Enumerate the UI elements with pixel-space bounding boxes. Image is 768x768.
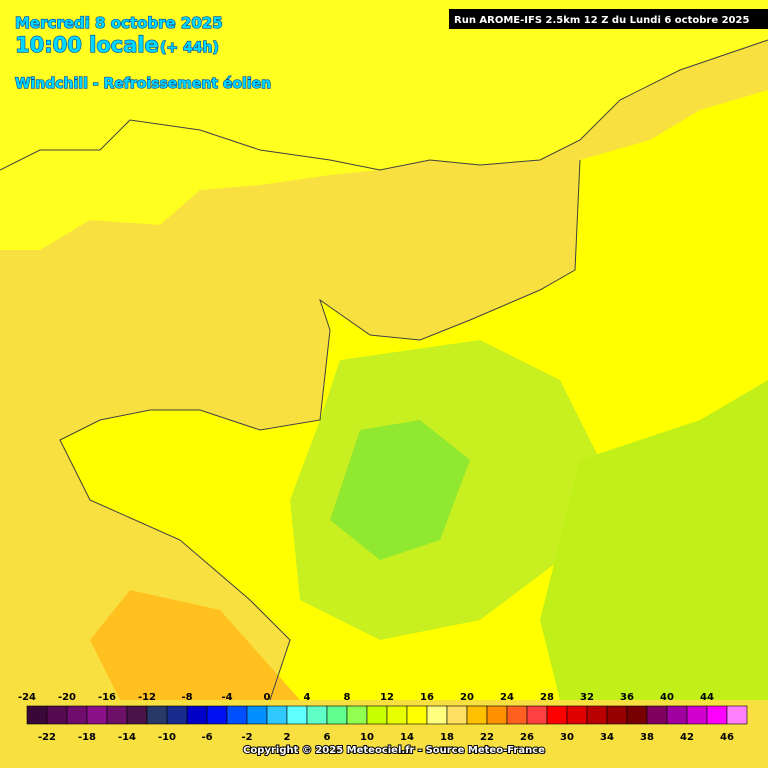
legend-swatch [206, 705, 228, 725]
warm-sea [90, 590, 300, 700]
legend-label: 0 [264, 692, 271, 703]
legend-label: 12 [380, 692, 394, 703]
legend-swatch [126, 705, 148, 725]
legend-label: 16 [420, 692, 434, 703]
legend-swatch [186, 705, 208, 725]
legend-swatch [326, 705, 348, 725]
legend-swatch [546, 705, 568, 725]
legend-swatch [246, 705, 268, 725]
legend-swatch [586, 705, 608, 725]
legend-swatch [506, 705, 528, 725]
date: Mercredi 8 octobre 2025 [15, 14, 223, 32]
legend-swatch [346, 705, 368, 725]
legend-swatch [26, 705, 48, 725]
legend-label: 34 [600, 732, 614, 743]
east-zone [540, 380, 768, 700]
legend-label: -22 [38, 732, 56, 743]
variable: Windchill - Refroissement éolien [15, 76, 271, 92]
england [0, 0, 768, 250]
copyright: Copyright © 2025 Meteociel.fr - Source M… [243, 745, 545, 756]
legend-swatch [626, 705, 648, 725]
legend-label: -18 [78, 732, 96, 743]
legend-swatch [66, 705, 88, 725]
legend-swatch [486, 705, 508, 725]
coastline [59, 159, 581, 701]
legend-swatch [386, 705, 408, 725]
legend-label: 6 [324, 732, 331, 743]
legend-label: -6 [201, 732, 212, 743]
legend-label: -14 [118, 732, 136, 743]
legend-label: -24 [18, 692, 36, 703]
run-box [449, 9, 768, 29]
legend-label: 30 [560, 732, 574, 743]
legend-swatch [686, 705, 708, 725]
legend-label: 40 [660, 692, 674, 703]
legend-swatch [306, 705, 328, 725]
legend-swatch [526, 705, 548, 725]
legend: -24-22-20-18-16-14-12-10-8-6-4-202468101… [18, 692, 748, 743]
legend-swatch [146, 705, 168, 725]
legend-label: -16 [98, 692, 116, 703]
legend-swatch [706, 705, 728, 725]
legend-label: 18 [440, 732, 454, 743]
legend-label: 44 [700, 692, 714, 703]
legend-label: 46 [720, 732, 734, 743]
legend-swatch [466, 705, 488, 725]
legend-swatch [226, 705, 248, 725]
time: 10:00 locale [15, 33, 159, 57]
legend-label: 32 [580, 692, 594, 703]
lead: (+ 44h) [160, 40, 219, 56]
legend-label: 8 [344, 692, 351, 703]
coastline [0, 39, 768, 171]
legend-label: 4 [304, 692, 311, 703]
legend-swatch [566, 705, 588, 725]
legend-label: -2 [241, 732, 252, 743]
legend-label: -20 [58, 692, 76, 703]
legend-swatch [266, 705, 288, 725]
legend-label: -8 [181, 692, 192, 703]
legend-label: 36 [620, 692, 634, 703]
legend-label: 2 [284, 732, 291, 743]
legend-swatch [86, 705, 108, 725]
legend-label: -12 [138, 692, 156, 703]
legend-label: 28 [540, 692, 554, 703]
legend-label: 10 [360, 732, 374, 743]
legend-label: -10 [158, 732, 176, 743]
legend-label: 42 [680, 732, 694, 743]
legend-label: 26 [520, 732, 534, 743]
legend-label: 38 [640, 732, 654, 743]
legend-swatch [666, 705, 688, 725]
legend-swatch [366, 705, 388, 725]
legend-label: 24 [500, 692, 514, 703]
legend-swatch [606, 705, 628, 725]
legend-swatch [426, 705, 448, 725]
legend-swatch [726, 705, 748, 725]
legend-swatch [286, 705, 308, 725]
legend-label: 22 [480, 732, 494, 743]
legend-label: 14 [400, 732, 414, 743]
legend-swatch [446, 705, 468, 725]
cool-zone [330, 420, 470, 560]
legend-swatch [166, 705, 188, 725]
run: Run AROME-IFS 2.5km 12 Z du Lundi 6 octo… [454, 15, 749, 26]
legend-label: -4 [221, 692, 232, 703]
legend-swatch [406, 705, 428, 725]
legend-swatch [46, 705, 68, 725]
legend-swatch [106, 705, 128, 725]
legend-swatch [646, 705, 668, 725]
legend-label: 20 [460, 692, 474, 703]
